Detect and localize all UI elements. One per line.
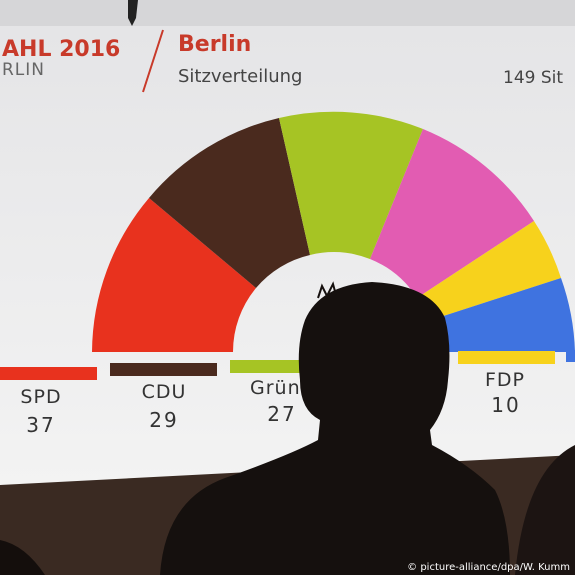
party-name: SPD xyxy=(20,386,61,408)
divider xyxy=(142,29,164,93)
party-name: Grün xyxy=(250,377,301,399)
hair xyxy=(317,281,337,299)
photo-credit: © picture-alliance/dpa/W. Kumm xyxy=(407,562,570,573)
total-seats: 149 Sit xyxy=(503,68,563,88)
header-subtitle: RLIN xyxy=(2,60,45,80)
seat-arc xyxy=(92,111,575,352)
microphone xyxy=(128,0,138,26)
party-name: FDP xyxy=(485,369,525,391)
person-silhouette xyxy=(160,282,510,575)
silhouette-right xyxy=(515,445,575,575)
region: Berlin xyxy=(178,32,251,57)
party-name: CDU xyxy=(142,381,187,403)
screen-top xyxy=(0,0,575,26)
arc-segment xyxy=(417,221,561,321)
legend-swatch xyxy=(458,351,555,364)
party-seats: 37 xyxy=(26,413,55,437)
arc-segment xyxy=(149,118,310,288)
legend-swatch xyxy=(0,367,97,380)
header-title: AHL 2016 xyxy=(2,37,120,62)
silhouette-left xyxy=(0,540,45,575)
party-seats: 27 xyxy=(267,402,296,426)
party-seats: 10 xyxy=(491,393,520,417)
legend-swatch xyxy=(566,350,575,362)
party-seats: 29 xyxy=(149,408,178,432)
arc-segment xyxy=(370,129,534,298)
chart-title: Sitzverteilung xyxy=(178,66,302,87)
legend-swatch xyxy=(110,363,217,376)
arc-segment xyxy=(279,111,423,259)
arc-segment xyxy=(428,278,575,352)
arc-segment xyxy=(92,198,256,352)
